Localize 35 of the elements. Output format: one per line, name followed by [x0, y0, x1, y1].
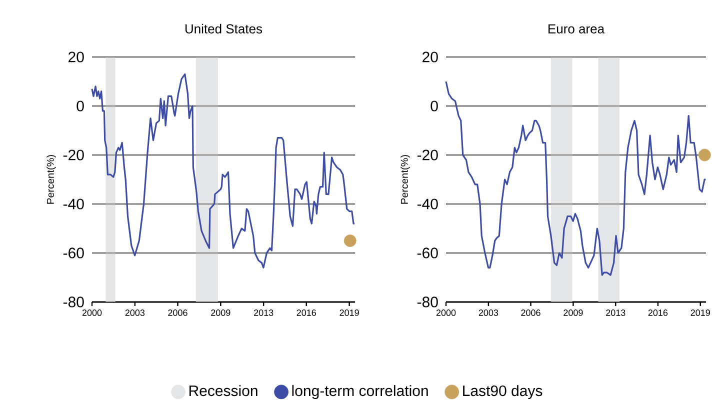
legend-label: Last90 days [463, 385, 542, 400]
y-tick-label: -60 [63, 248, 84, 258]
y-tick-label: 0 [430, 100, 438, 112]
y-tick-label: -20 [417, 150, 438, 160]
x-tick-label: 2003 [478, 310, 498, 316]
x-tick-label: 2013 [606, 310, 626, 316]
y-tick-label: -40 [417, 198, 438, 210]
y-tick-label: 20 [422, 52, 438, 62]
y-tick-label: 0 [76, 100, 84, 112]
legend-label: Recession [189, 385, 258, 396]
y-tick-label: -40 [63, 198, 84, 210]
y-tick-label: -60 [417, 248, 438, 258]
line-series [445, 80, 707, 276]
x-tick-label: 2006 [168, 310, 188, 316]
y-axis-title: Percent(%) [46, 155, 56, 204]
chart-title: United States [185, 24, 262, 34]
x-tick-label: 2019 [340, 310, 359, 316]
x-tick-label: 2016 [296, 310, 316, 316]
x-tick-label: 2016 [648, 310, 668, 316]
x-tick-label: 2019 [690, 310, 710, 316]
y-tick-label: -80 [63, 296, 84, 308]
legend-label: long-term correlation [292, 385, 428, 400]
chart-title: Euro area [548, 24, 605, 34]
x-tick-label: 2009 [211, 310, 230, 316]
y-axis-title: Percent(%) [400, 155, 410, 204]
y-tick-label: 20 [68, 52, 84, 62]
x-tick-label: 2013 [254, 310, 274, 316]
x-tick-label: 2009 [564, 310, 583, 316]
x-tick-label: 2006 [521, 310, 540, 316]
x-tick-label: 2000 [82, 310, 102, 316]
x-tick-label: 2000 [436, 310, 456, 316]
y-tick-label: -20 [63, 150, 84, 160]
line-series [91, 73, 356, 268]
x-tick-label: 2003 [125, 310, 145, 316]
y-tick-label: -80 [417, 296, 438, 308]
